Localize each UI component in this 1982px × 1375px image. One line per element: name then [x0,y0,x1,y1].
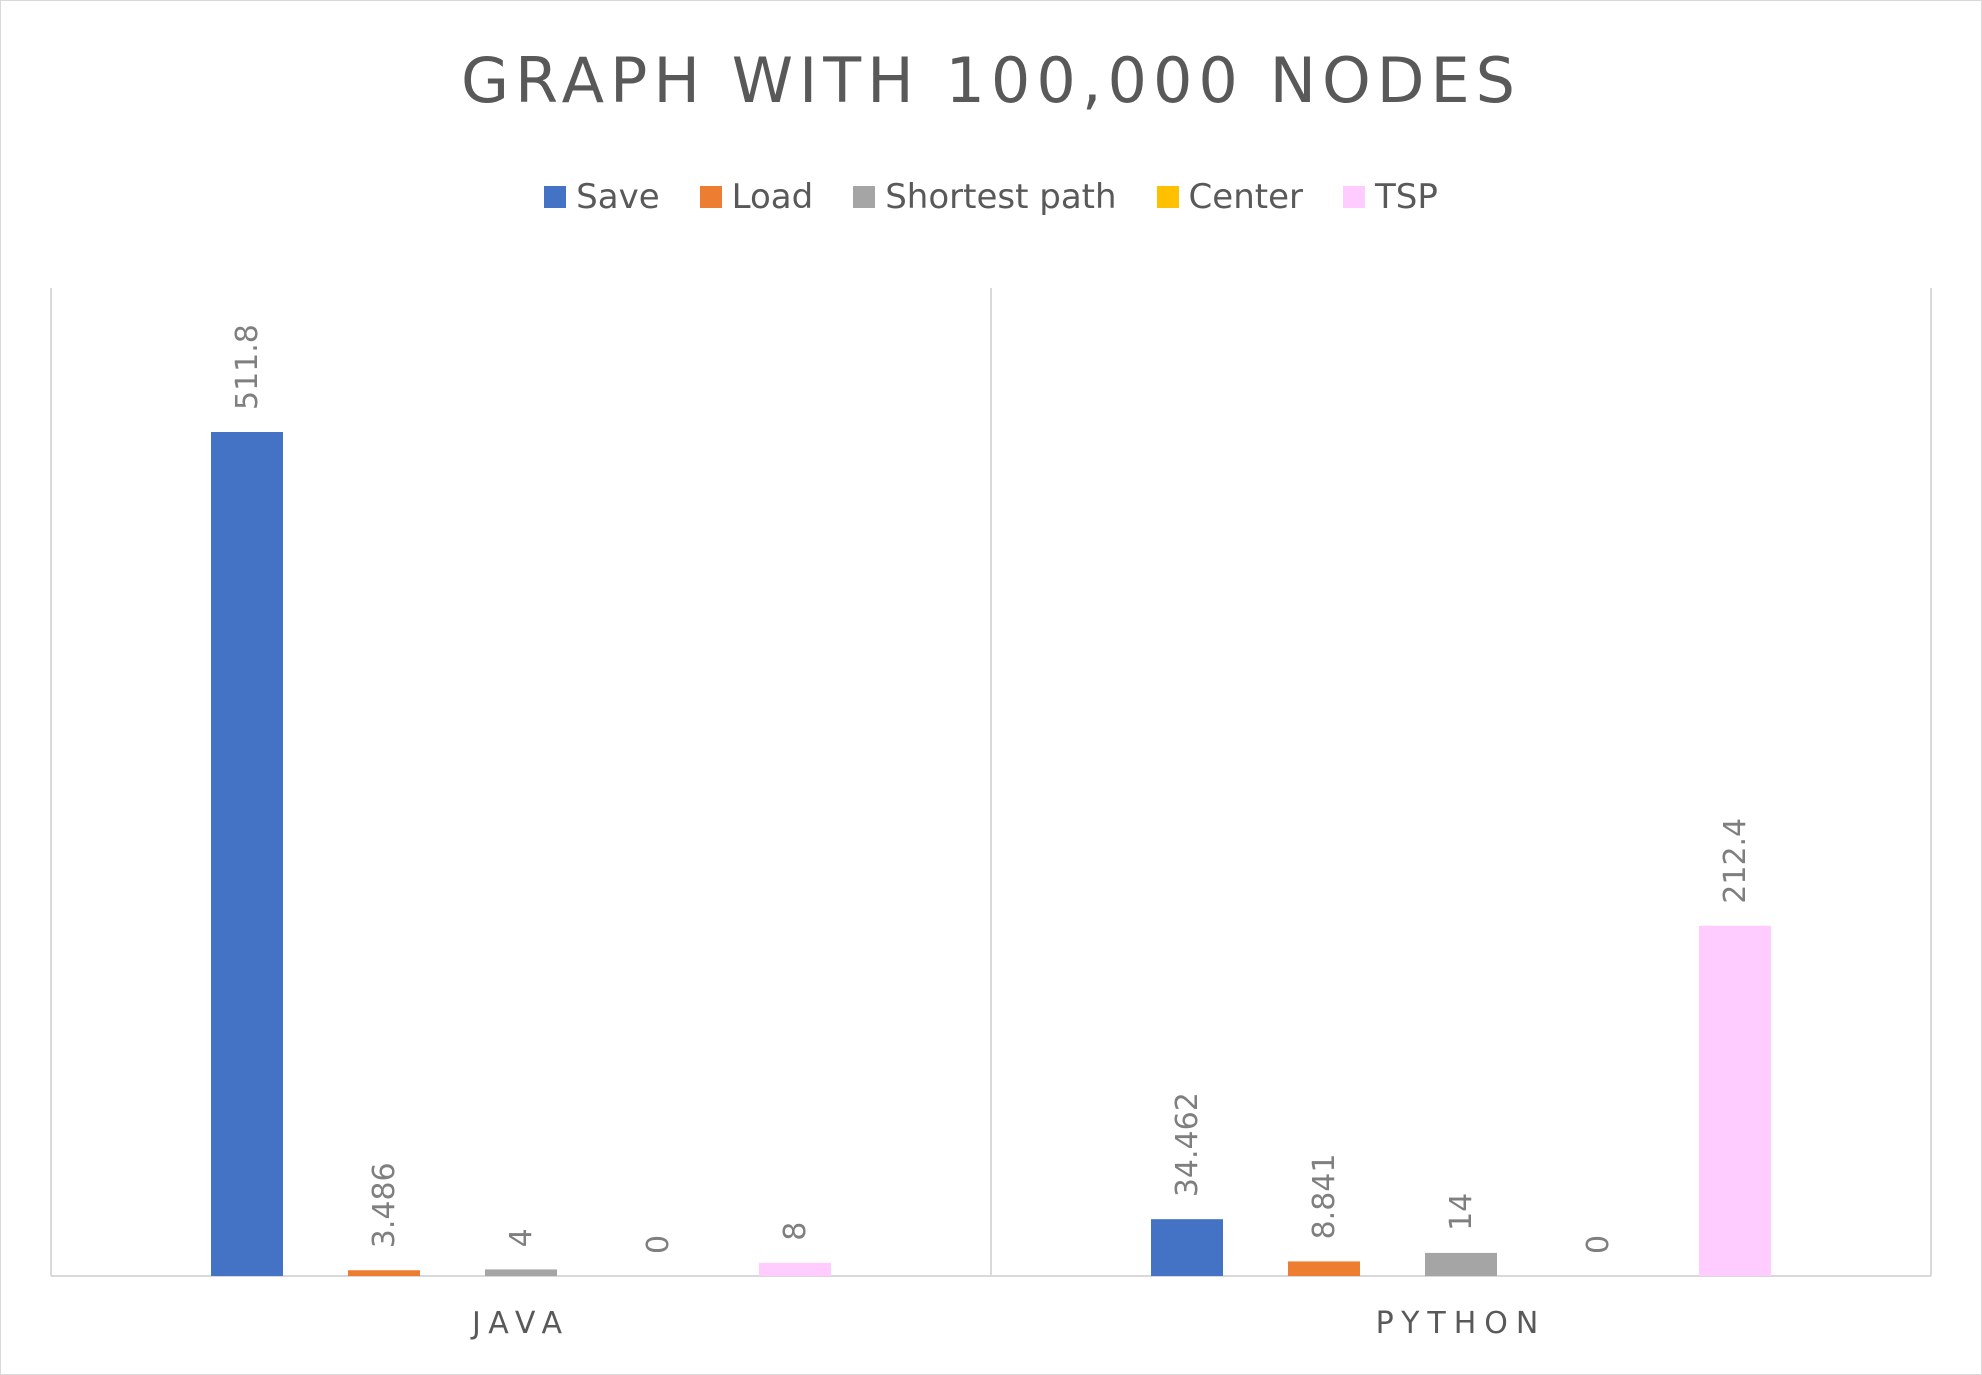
bar-java-save [211,432,283,1276]
bar-python-load [1288,1261,1360,1276]
legend-item-tsp: TSP [1342,177,1438,217]
legend-swatch [1342,186,1365,208]
bar-java-shortest-path [485,1269,557,1276]
legend-label: Load [731,177,814,217]
data-label: 34.462 [1170,1092,1205,1197]
legend-item-shortest-path: Shortest path [853,177,1117,217]
category-label: PYTHON [1376,1306,1547,1341]
legend-label: Shortest path [885,177,1117,217]
data-label: 212.4 [1718,818,1753,904]
chart-title: GRAPH WITH 100,000 NODES [460,44,1522,117]
legend-swatch [699,186,722,208]
bar-python-shortest-path [1425,1252,1497,1276]
legend-swatch [1156,186,1179,208]
legend-label: Save [576,177,660,217]
legend-label: TSP [1374,177,1438,217]
legend-item-load: Load [699,177,814,217]
data-label: 3.486 [367,1162,402,1248]
legend-item-center: Center [1156,177,1303,217]
data-label: 4 [504,1228,539,1247]
bar-java-tsp [759,1262,831,1276]
bar-python-save [1151,1219,1223,1276]
legend-label: Center [1188,177,1303,217]
legend-swatch [853,186,876,208]
data-label: 511.8 [230,324,265,410]
data-label: 0 [641,1235,676,1254]
category-label: JAVA [470,1306,570,1341]
data-label: 0 [1581,1235,1616,1254]
legend-item-save: Save [544,177,660,217]
bar-python-tsp [1699,925,1771,1276]
data-label: 14 [1444,1193,1479,1231]
data-label: 8.841 [1307,1154,1342,1240]
bar-java-load [348,1270,420,1276]
legend: Save Load Shortest path Center TSP [0,172,1982,222]
legend-swatch [544,186,567,208]
data-label: 8 [778,1222,813,1241]
